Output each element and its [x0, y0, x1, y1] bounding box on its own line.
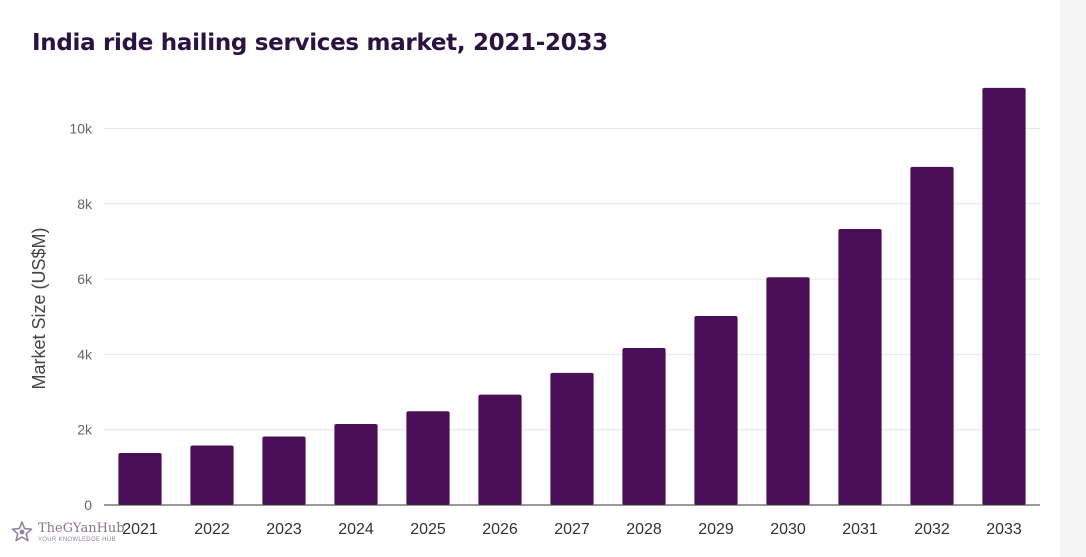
y-tick-label: 8k [77, 196, 93, 212]
x-tick-label: 2033 [986, 521, 1022, 538]
bar-2027 [550, 372, 594, 505]
y-tick-label: 0 [84, 497, 92, 513]
bars [118, 87, 1026, 506]
bar-2025 [406, 411, 450, 505]
x-tick-label: 2027 [554, 521, 590, 538]
bar-2029 [694, 315, 738, 505]
x-tick-label: 2028 [626, 521, 662, 538]
x-tick-label: 2032 [914, 521, 950, 538]
x-tick-label: 2030 [770, 521, 806, 538]
bar-2033 [982, 87, 1026, 506]
y-axis-label: Market Size (US$M) [29, 227, 49, 389]
y-tick-label: 4k [77, 346, 93, 362]
x-tick-label: 2031 [842, 521, 878, 538]
y-tick-label: 2k [77, 422, 93, 438]
watermark: TheGYanHub YOUR KNOWLEDGE HUB [10, 520, 125, 544]
x-tick-label: 2021 [122, 521, 158, 538]
x-tick-label: 2025 [410, 521, 446, 538]
bar-2021 [118, 453, 162, 505]
watermark-name: TheGYanHub [38, 520, 125, 536]
bar-2028 [622, 347, 666, 505]
scrollbar-strip [1060, 0, 1086, 557]
x-tick-label: 2024 [338, 521, 374, 538]
x-tick-label: 2023 [266, 521, 302, 538]
x-tick-label: 2022 [194, 521, 230, 538]
y-tick-label: 10k [69, 120, 93, 136]
bar-2032 [910, 166, 954, 505]
bar-2031 [838, 229, 882, 505]
bar-2026 [478, 394, 522, 505]
bar-2023 [262, 436, 306, 505]
x-tick-label: 2029 [698, 521, 734, 538]
y-axis-ticks: 0 2k 4k 6k 8k 10k [69, 120, 93, 513]
star-logo-icon [11, 521, 33, 542]
x-tick-label: 2026 [482, 521, 518, 538]
bar-2022 [190, 445, 234, 505]
y-tick-label: 6k [77, 271, 93, 287]
bar-2030 [766, 277, 810, 505]
watermark-tagline: YOUR KNOWLEDGE HUB [38, 536, 116, 543]
gridlines [104, 127, 1040, 431]
bar-2024 [334, 424, 378, 505]
x-axis-ticks: 2021 2022 2023 2024 2025 2026 2027 2028 2029 2030… [122, 521, 1022, 538]
chart-title: India ride hailing services market, 2021… [32, 30, 608, 56]
